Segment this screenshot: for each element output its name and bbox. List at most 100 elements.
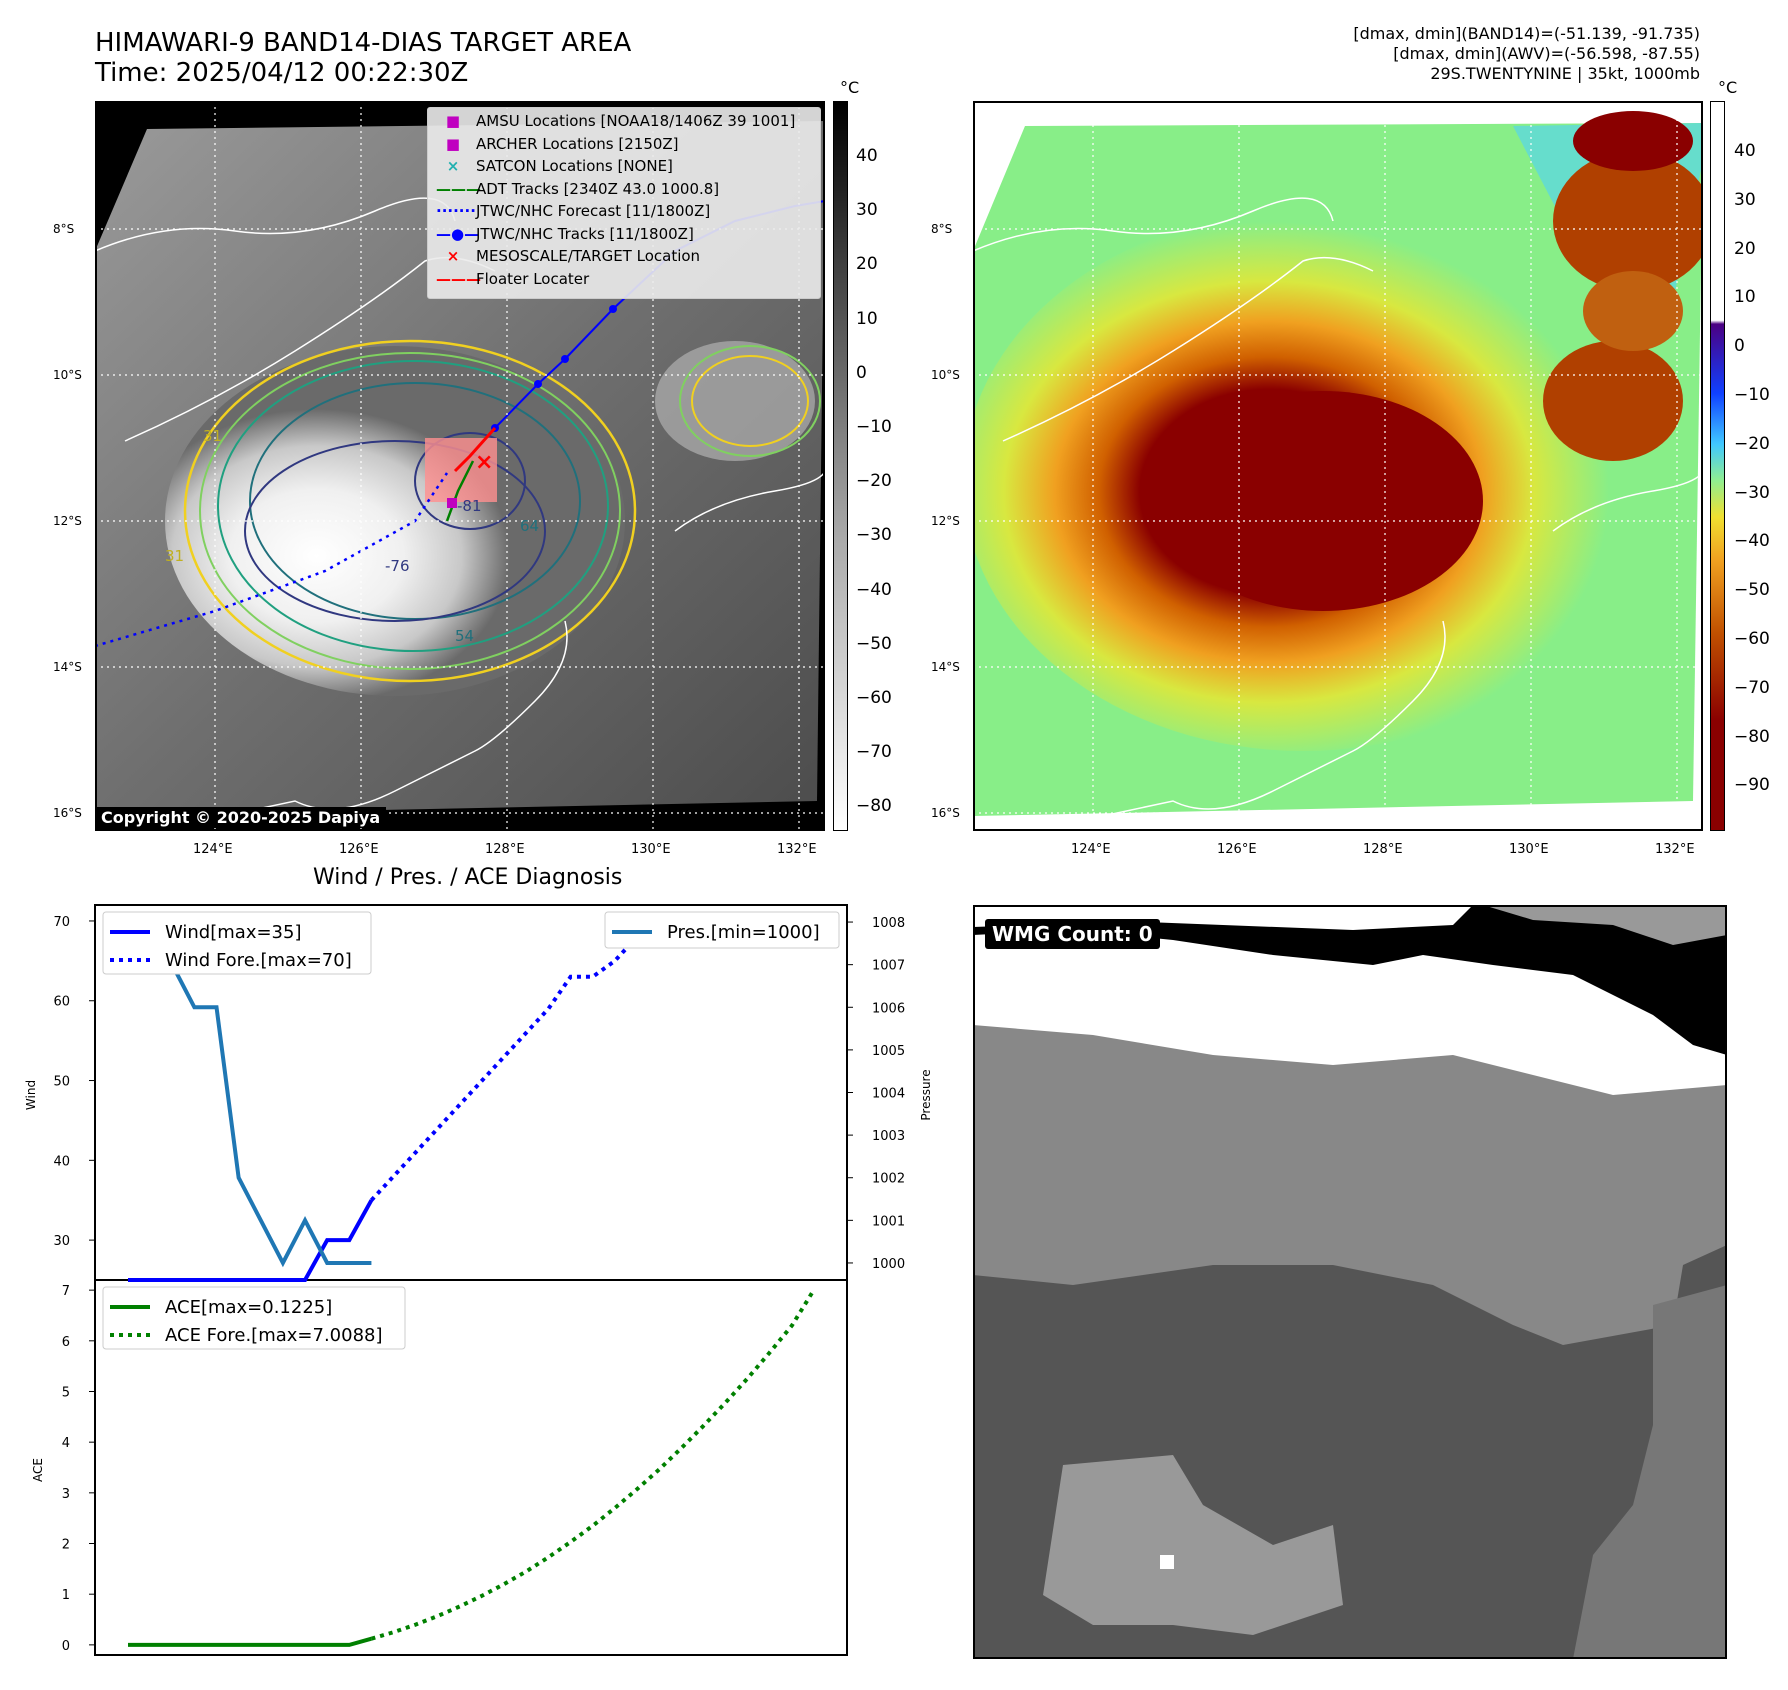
legend-marker: ——— <box>436 269 481 288</box>
pressure-tick-label: 1008 <box>872 916 905 931</box>
wind-tick-label: 70 <box>53 915 70 930</box>
colorbar-tick: −60 <box>856 688 892 708</box>
ace-tick-label: 3 <box>62 1487 70 1502</box>
series-line <box>128 1636 372 1647</box>
colorbar-tick: −40 <box>1734 531 1770 552</box>
ace-tick-label: 5 <box>62 1385 70 1400</box>
pressure-ylabel: Pressure <box>919 1069 933 1120</box>
legend-marker: ······· <box>436 202 476 220</box>
ace-legend-box <box>102 1286 406 1350</box>
colorbar-tick: −30 <box>856 525 892 546</box>
figure-time: Time: 2025/04/12 00:22:30Z <box>95 58 469 88</box>
wmg-count-badge: WMG Count: 0 <box>985 919 1160 949</box>
pressure-tick-label: 1002 <box>872 1172 905 1187</box>
lat-tick-label: 16°S <box>931 806 960 820</box>
wv-colorbar <box>1710 101 1725 831</box>
colorbar-tick: −20 <box>1734 433 1770 454</box>
lon-tick-label: 130°E <box>1509 842 1549 857</box>
ir-legend-item: ·······JTWC/NHC Forecast [11/1800Z] <box>436 202 710 220</box>
figure-title: HIMAWARI-9 BAND14-DIAS TARGET AREA <box>95 28 632 58</box>
wind-tick-label: 60 <box>53 995 70 1010</box>
contour-label: -76 <box>385 557 410 575</box>
legend-label: ARCHER Locations [2150Z] <box>476 134 679 153</box>
legend-label: AMSU Locations [NOAA18/1406Z 39 1001] <box>476 112 796 130</box>
svg-text:×: × <box>475 450 493 475</box>
pressure-tick-label: 1006 <box>872 1001 905 1016</box>
chart-title: Wind / Pres. / ACE Diagnosis <box>313 865 623 890</box>
pressure-legend-box <box>604 911 840 949</box>
colorbar-tick: 40 <box>856 146 878 166</box>
lat-tick-label: 14°S <box>53 660 82 674</box>
ace-legend-item: ACE[max=0.1225] <box>165 1297 332 1318</box>
lat-tick-label: 8°S <box>931 222 953 236</box>
ir-legend: ■ AMSU Locations [NOAA18/1406Z 39 1001] ■ A… <box>427 107 821 299</box>
legend-marker: ■ <box>445 134 461 153</box>
wv-colorbar-unit: °C <box>1718 78 1738 97</box>
colorbar-tick: 0 <box>856 362 867 383</box>
legend-marker: ■ <box>445 112 461 130</box>
ace-tick-label: 6 <box>62 1335 70 1350</box>
colorbar-tick: −80 <box>856 796 892 817</box>
series-line <box>369 918 816 1202</box>
pressure-tick-label: 1004 <box>872 1087 905 1102</box>
legend-label: SATCON Locations [NONE] <box>476 157 673 175</box>
legend-label: JTWC/NHC Tracks [11/1800Z] <box>476 224 694 243</box>
lat-tick-label: 8°S <box>53 222 75 236</box>
colorbar-tick: 30 <box>1734 189 1756 210</box>
pressure-tick-label: 1003 <box>872 1129 905 1144</box>
colorbar-tick: −90 <box>1734 775 1770 796</box>
lon-tick-label: 128°E <box>1363 842 1403 857</box>
colorbar-tick: −70 <box>1734 677 1770 698</box>
wind-ylabel: Wind <box>24 1080 38 1110</box>
ir-colorbar <box>833 101 848 831</box>
ace-ylabel: ACE <box>31 1458 45 1482</box>
pressure-tick-label: 1001 <box>872 1214 905 1229</box>
colorbar-tick: −50 <box>856 633 892 654</box>
colorbar-tick: 0 <box>1734 336 1745 357</box>
dmax-awv: [dmax, dmin](AWV)=(-56.598, -87.55) <box>1393 44 1700 63</box>
wind-tick-label: 50 <box>53 1075 70 1090</box>
ace-tick-label: 1 <box>62 1588 70 1603</box>
lon-tick-label: 132°E <box>777 842 817 857</box>
lon-tick-label: 124°E <box>193 842 233 857</box>
colorbar-tick: −10 <box>1734 385 1770 405</box>
ir-colorbar-unit: °C <box>840 78 860 97</box>
series-line <box>128 1199 374 1282</box>
wmg-panel: WMG Count: 0 <box>973 905 1727 1659</box>
contour-label: -81 <box>457 497 482 515</box>
colorbar-tick: 20 <box>1734 238 1756 259</box>
legend-marker: ——— <box>436 179 481 198</box>
contour-label: 64 <box>520 517 539 535</box>
wind-legend-box <box>102 911 372 975</box>
legend-marker: × <box>446 157 460 175</box>
legend-label: JTWC/NHC Forecast [11/1800Z] <box>476 202 711 220</box>
ace-tick-label: 0 <box>62 1639 70 1654</box>
wind-legend-item: Wind[max=35] <box>165 922 302 943</box>
lon-tick-label: 124°E <box>1071 842 1111 857</box>
wind-tick-label: 40 <box>53 1154 70 1169</box>
ir-legend-item: ■ ARCHER Locations [2150Z] <box>436 135 679 153</box>
colorbar-tick: −70 <box>856 742 892 763</box>
colorbar-tick: −30 <box>1734 482 1770 503</box>
lon-tick-label: 128°E <box>485 842 525 857</box>
wind-fore-legend-item: Wind Fore.[max=70] <box>165 950 352 971</box>
contour-label: 31 <box>203 427 222 445</box>
ir-map-panel: × 31 54 64 -76 -81 31 ■ AMSU Locations [N… <box>94 101 828 831</box>
ir-legend-item: ———ADT Tracks [2340Z 43.0 1000.8] <box>436 180 719 198</box>
lat-tick-label: 16°S <box>53 806 82 820</box>
wmg-image <box>973 905 1727 1659</box>
ir-legend-item: ■ AMSU Locations [NOAA18/1406Z 39 1001] <box>436 112 795 130</box>
colorbar-tick: −20 <box>856 471 892 492</box>
ir-legend-item: ———Floater Locater <box>436 270 589 288</box>
pressure-tick-label: 1000 <box>872 1257 905 1272</box>
legend-label: MESOSCALE/TARGET Location <box>476 247 701 265</box>
pressure-tick-label: 1005 <box>872 1044 905 1059</box>
lon-tick-label: 132°E <box>1655 842 1695 857</box>
contour-label: 31 <box>165 547 184 565</box>
pressure-tick-label: 1007 <box>872 959 905 974</box>
series-line <box>370 1288 816 1641</box>
lat-tick-label: 12°S <box>53 514 82 528</box>
colorbar-tick: 40 <box>1734 141 1756 161</box>
ir-legend-item: × SATCON Locations [NONE] <box>436 157 673 175</box>
colorbar-tick: −60 <box>1734 629 1770 649</box>
